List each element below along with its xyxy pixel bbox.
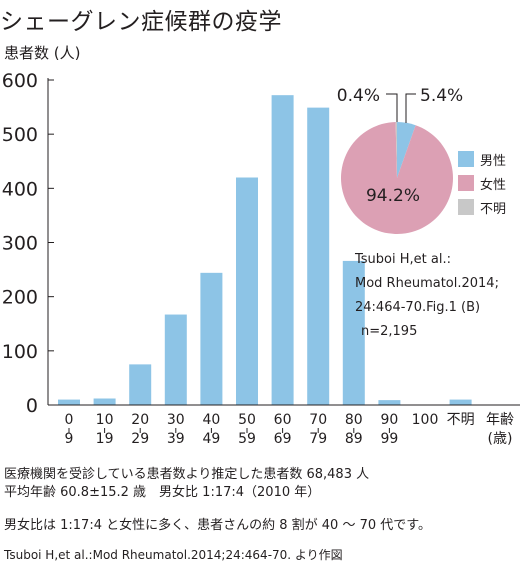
legend-item-unknown: 不明 (458, 195, 506, 219)
bar-chart: 0 100 200 300 400 500 600 0 9 10 19 20 29 30 39 40 49 50… (2, 70, 520, 447)
source-line-1: Tsuboi H,et al.: (355, 252, 451, 267)
x-tick-label: 60 69 (274, 412, 292, 447)
note-line-2: 平均年齢 60.8±15.2 歳 男女比 1:17:4（2010 年） (4, 485, 321, 500)
summary-text: 男女比は 1:17:4 と女性に多く、患者さんの約 8 割が 40 ～ 70 代… (4, 518, 431, 533)
note-line-1: 医療機関を受診している患者数より推定した患者数 68,483 人 (4, 467, 370, 482)
bar-3 (164, 314, 187, 405)
bar-11 (449, 399, 472, 405)
bar-1 (93, 398, 116, 405)
estimate-notes: 医療機関を受診している患者数より推定した患者数 68,483 人 平均年齢 60… (4, 466, 369, 502)
x-tick-label: 90 99 (380, 412, 398, 447)
legend-item-female: 女性 (458, 171, 506, 195)
y-tick-label: 0 (26, 395, 38, 417)
x-tick-label: 30 39 (167, 412, 185, 447)
y-tick-label: 100 (2, 341, 38, 363)
bar-6 (271, 95, 294, 406)
y-tick-label: 600 (2, 70, 38, 92)
bar-9 (378, 400, 401, 405)
legend-swatch-male (458, 151, 474, 167)
pie-label-female: 94.2% (366, 186, 420, 206)
pie-label-male: 5.4% (420, 86, 463, 106)
y-tick-label: 200 (2, 287, 38, 309)
pie-legend: 男性 女性 不明 (458, 147, 506, 219)
x-tick-label: 100 (412, 412, 439, 428)
source-line-2: Mod Rheumatol.2014; (355, 276, 499, 291)
bar-7 (307, 107, 330, 405)
x-tick-label: 80 89 (345, 412, 363, 447)
leader-line-male (405, 93, 416, 123)
page-title: シェーグレン症候群の疫学 (0, 9, 282, 35)
legend-label-female: 女性 (480, 177, 507, 193)
y-tick-label: 300 (2, 233, 38, 255)
source-line-4: n=2,195 (361, 324, 418, 339)
legend-swatch-unknown (458, 199, 474, 215)
x-axis-title: 年齢(歳) (486, 412, 514, 447)
bar-8 (342, 260, 365, 405)
pie-slice-0 (397, 122, 416, 178)
x-tick-label: 40 49 (202, 412, 220, 447)
y-tick-label: 500 (2, 124, 38, 146)
pie-slice-2 (395, 122, 397, 178)
pie-label-unknown: 0.4% (337, 86, 380, 106)
x-tick-label: 10 19 (96, 412, 114, 447)
y-axis-title: 患者数 (人) (4, 44, 81, 62)
legend-label-unknown: 不明 (480, 201, 507, 217)
x-tick-label: 50 59 (238, 412, 256, 447)
x-tick-label: 70 79 (309, 412, 327, 447)
y-tick-label: 400 (2, 178, 38, 200)
pie-slice-1 (341, 122, 453, 235)
bar-2 (129, 364, 152, 405)
x-tick-label: 不明 (447, 412, 475, 428)
legend-item-male: 男性 (458, 147, 506, 171)
chart-source-note: Tsuboi H,et al.: Mod Rheumatol.2014; 24:… (355, 248, 520, 344)
source-line-3: 24:464-70.Fig.1 (B) (355, 300, 481, 315)
bar-0 (58, 399, 80, 405)
leader-line-unknown (386, 93, 398, 122)
bar-4 (200, 272, 223, 405)
legend-label-male: 男性 (480, 153, 507, 169)
x-tick-label: 20 29 (131, 412, 149, 447)
bar-5 (236, 177, 258, 405)
legend-swatch-female (458, 175, 474, 191)
footer-citation: Tsuboi H,et al.:Mod Rheumatol.2014;24:46… (4, 548, 343, 562)
